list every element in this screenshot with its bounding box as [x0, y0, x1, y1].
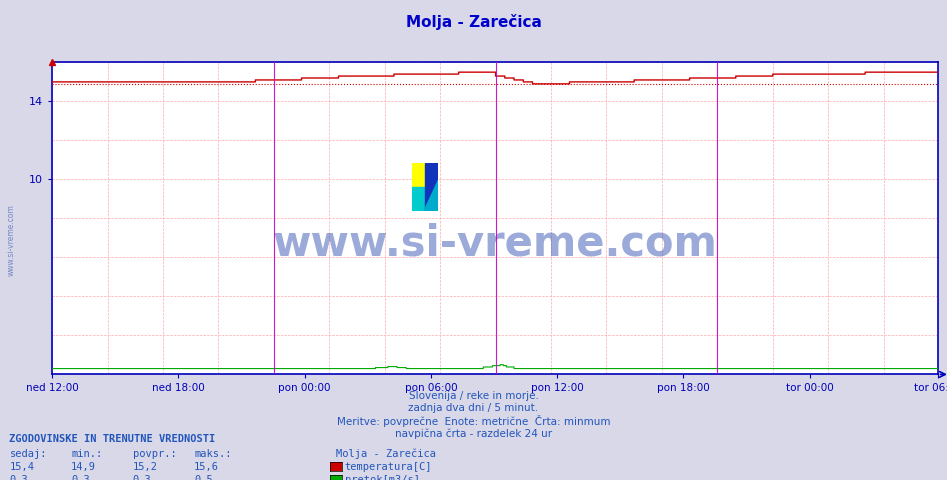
- Text: maks.:: maks.:: [194, 449, 232, 458]
- Text: povpr.:: povpr.:: [133, 449, 176, 458]
- Text: zadnja dva dni / 5 minut.: zadnja dva dni / 5 minut.: [408, 404, 539, 413]
- Text: Molja - Zarečica: Molja - Zarečica: [405, 13, 542, 30]
- Polygon shape: [424, 180, 438, 211]
- Text: Meritve: povprečne  Enote: metrične  Črta: minmum: Meritve: povprečne Enote: metrične Črta:…: [337, 415, 610, 427]
- Text: 15,2: 15,2: [133, 462, 157, 472]
- Text: ZGODOVINSKE IN TRENUTNE VREDNOSTI: ZGODOVINSKE IN TRENUTNE VREDNOSTI: [9, 434, 216, 444]
- Text: 15,6: 15,6: [194, 462, 219, 472]
- Text: min.:: min.:: [71, 449, 102, 458]
- Bar: [412, 163, 425, 187]
- Bar: [412, 187, 425, 211]
- Text: Molja - Zarečica: Molja - Zarečica: [336, 448, 437, 459]
- Text: 15,4: 15,4: [9, 462, 34, 472]
- Text: navpična črta - razdelek 24 ur: navpična črta - razdelek 24 ur: [395, 428, 552, 439]
- Text: 0,3: 0,3: [9, 476, 28, 480]
- Bar: [425, 163, 438, 211]
- Text: 0,5: 0,5: [194, 476, 213, 480]
- Text: Slovenija / reke in morje.: Slovenija / reke in morje.: [408, 391, 539, 401]
- Text: temperatura[C]: temperatura[C]: [345, 462, 432, 472]
- Text: pretok[m3/s]: pretok[m3/s]: [345, 476, 420, 480]
- Text: www.si-vreme.com: www.si-vreme.com: [273, 222, 717, 264]
- Text: 0,3: 0,3: [71, 476, 90, 480]
- Text: 14,9: 14,9: [71, 462, 96, 472]
- Text: 0,3: 0,3: [133, 476, 152, 480]
- Text: www.si-vreme.com: www.si-vreme.com: [7, 204, 16, 276]
- Text: sedaj:: sedaj:: [9, 449, 47, 458]
